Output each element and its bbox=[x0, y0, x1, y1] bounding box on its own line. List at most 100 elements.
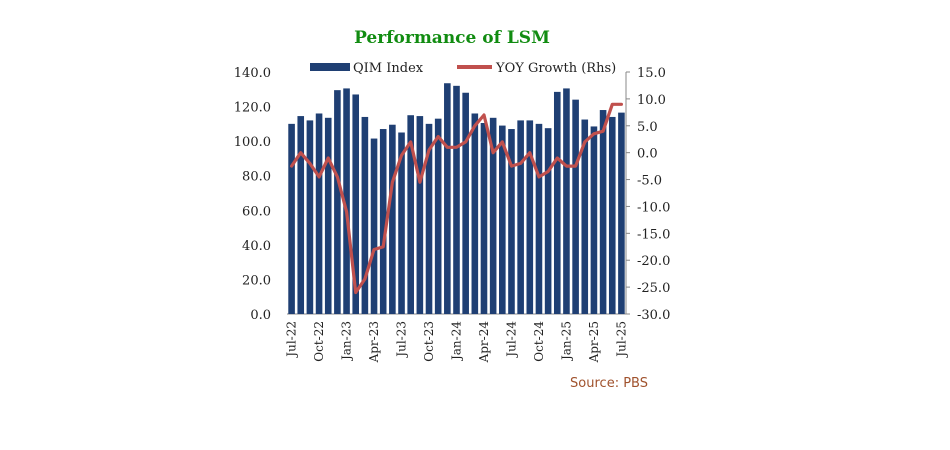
y-right-tick-label: -5.0 bbox=[637, 174, 662, 189]
legend-swatch-qim-index bbox=[310, 63, 350, 71]
y-left-tick-label: 80.0 bbox=[242, 170, 271, 185]
bar-Jul-22 bbox=[288, 123, 295, 314]
bar-series-qim-index bbox=[288, 83, 625, 315]
yoy-point-Jul-22 bbox=[290, 165, 293, 167]
yoy-point-Jun-23 bbox=[391, 181, 394, 184]
y-left-tick-label: 0.0 bbox=[250, 308, 271, 323]
yoy-point-Aug-24 bbox=[519, 162, 522, 165]
yoy-point-Oct-24 bbox=[538, 176, 540, 178]
bar-Sep-24 bbox=[526, 120, 534, 315]
legend: QIM Index YOY Growth (Rhs) bbox=[310, 61, 616, 76]
bar-May-23 bbox=[379, 129, 387, 314]
bar-Nov-22 bbox=[324, 117, 332, 314]
bar-Jul-25 bbox=[618, 112, 625, 314]
yoy-point-Feb-25 bbox=[574, 165, 577, 167]
x-tick-label: Jan-24 bbox=[450, 321, 464, 362]
yoy-point-Mar-23 bbox=[364, 278, 366, 280]
y-left-tick-label: 60.0 bbox=[242, 204, 271, 219]
yoy-point-Jun-24 bbox=[501, 141, 504, 143]
yoy-point-Jul-25 bbox=[620, 103, 623, 106]
yoy-point-Dec-23 bbox=[446, 146, 449, 149]
bar-Jan-25 bbox=[563, 88, 570, 315]
legend-label-yoy-growth: YOY Growth (Rhs) bbox=[495, 61, 616, 76]
yoy-point-Nov-24 bbox=[547, 170, 549, 173]
yoy-point-Feb-24 bbox=[464, 141, 467, 143]
yoy-point-Aug-23 bbox=[409, 141, 412, 143]
x-tick-label: Oct-24 bbox=[532, 321, 546, 362]
y-right-tick-label: -15.0 bbox=[637, 227, 670, 242]
bar-Jan-23 bbox=[343, 88, 350, 315]
yoy-point-Mar-25 bbox=[583, 141, 586, 143]
yoy-point-May-25 bbox=[602, 130, 604, 132]
x-tick-label: Apr-25 bbox=[587, 321, 601, 363]
bar-Jun-25 bbox=[608, 116, 616, 314]
line-series-yoy-growth bbox=[290, 102, 624, 295]
y-right-tick-label: -20.0 bbox=[637, 254, 670, 269]
bar-Nov-23 bbox=[434, 118, 442, 315]
bar-May-25 bbox=[599, 110, 607, 315]
bar-Oct-23 bbox=[425, 123, 433, 314]
bar-Aug-24 bbox=[517, 120, 524, 315]
x-tick-label: Jul-24 bbox=[505, 321, 519, 359]
x-axis-ticks: Jul-22 Oct-22 Jan-23 Apr-23 Jul-23 Oct-23 Jan-… bbox=[285, 321, 629, 364]
bar-Feb-23 bbox=[352, 94, 360, 314]
bar-Jan-24 bbox=[453, 85, 460, 314]
yoy-point-Dec-24 bbox=[556, 157, 559, 159]
bar-Feb-24 bbox=[462, 92, 469, 314]
bar-Jul-23 bbox=[398, 132, 405, 314]
yoy-point-May-23 bbox=[382, 245, 385, 248]
y-right-tick-label: -25.0 bbox=[637, 281, 670, 296]
bar-Sep-23 bbox=[416, 116, 424, 314]
yoy-point-Apr-24 bbox=[483, 114, 485, 116]
yoy-point-Sep-22 bbox=[309, 162, 311, 165]
y-right-tick-label: -30.0 bbox=[637, 308, 670, 323]
x-tick-label: Oct-22 bbox=[312, 321, 326, 362]
yoy-point-Oct-22 bbox=[318, 176, 320, 178]
yoy-point-Dec-22 bbox=[336, 176, 339, 178]
bar-Oct-22 bbox=[315, 113, 323, 314]
yoy-point-Oct-23 bbox=[428, 149, 430, 151]
yoy-point-Jan-24 bbox=[455, 146, 458, 149]
y-right-tick-label: 0.0 bbox=[637, 147, 658, 162]
yoy-point-Sep-23 bbox=[419, 181, 421, 184]
yoy-point-Jul-24 bbox=[510, 165, 513, 167]
bar-Oct-24 bbox=[535, 123, 543, 314]
bar-Aug-23 bbox=[407, 115, 414, 314]
yoy-point-Feb-23 bbox=[354, 291, 357, 294]
yoy-point-Jan-25 bbox=[565, 165, 568, 167]
chart-title: Performance of LSM bbox=[354, 28, 550, 48]
bar-Apr-23 bbox=[370, 138, 378, 314]
y-left-tick-label: 40.0 bbox=[242, 239, 271, 254]
bar-Nov-24 bbox=[544, 128, 552, 314]
x-tick-label: Oct-23 bbox=[422, 321, 436, 362]
bar-Dec-23 bbox=[444, 83, 451, 314]
legend-label-qim-index: QIM Index bbox=[353, 61, 424, 76]
y-right-tick-label: 10.0 bbox=[637, 93, 666, 108]
yoy-point-Jan-23 bbox=[345, 211, 348, 213]
y-axis-left-ticks: 0.0 20.0 40.0 60.0 80.0 100.0 120.0 140.0 bbox=[234, 66, 271, 323]
bar-Mar-23 bbox=[361, 116, 369, 314]
bar-Sep-22 bbox=[306, 120, 314, 315]
x-tick-label: Apr-23 bbox=[367, 321, 381, 363]
yoy-point-Nov-23 bbox=[437, 135, 439, 138]
y-left-tick-label: 100.0 bbox=[234, 135, 271, 150]
bar-Dec-24 bbox=[553, 91, 561, 314]
y-left-tick-label: 20.0 bbox=[242, 273, 271, 288]
bar-Apr-24 bbox=[480, 122, 488, 314]
yoy-point-Apr-25 bbox=[593, 133, 595, 135]
yoy-point-Mar-24 bbox=[474, 124, 476, 127]
yoy-point-May-24 bbox=[492, 151, 494, 154]
yoy-point-Jun-25 bbox=[611, 103, 614, 106]
yoy-point-Aug-22 bbox=[299, 151, 302, 154]
yoy-point-Apr-23 bbox=[373, 248, 375, 251]
bar-Mar-25 bbox=[581, 119, 589, 315]
y-left-tick-label: 140.0 bbox=[234, 66, 271, 81]
y-left-tick-label: 120.0 bbox=[234, 101, 271, 116]
yoy-point-Nov-22 bbox=[327, 157, 330, 159]
bar-Feb-25 bbox=[572, 99, 579, 315]
bar-Apr-25 bbox=[590, 126, 598, 314]
y-right-tick-label: 15.0 bbox=[637, 66, 666, 81]
y-right-tick-label: 5.0 bbox=[637, 120, 658, 135]
x-tick-label: Jul-22 bbox=[285, 321, 299, 359]
bar-Jul-24 bbox=[508, 129, 515, 314]
